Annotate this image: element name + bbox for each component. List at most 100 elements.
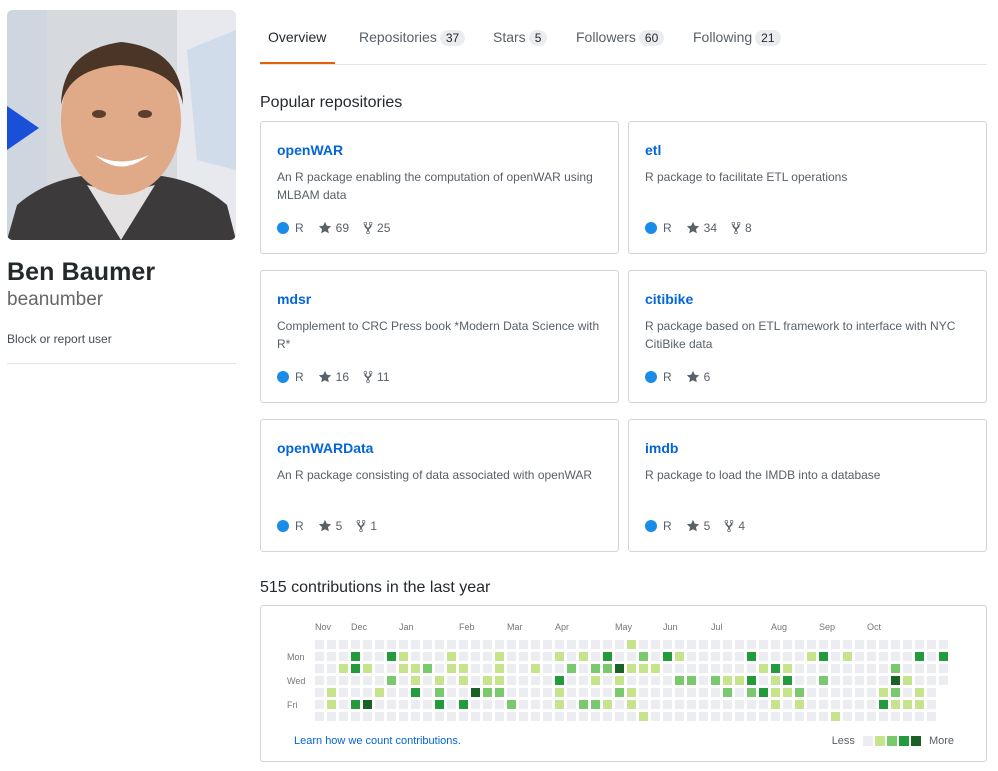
contribution-day[interactable]: [879, 652, 888, 661]
contribution-day[interactable]: [627, 640, 636, 649]
contribution-day[interactable]: [435, 688, 444, 697]
contribution-day[interactable]: [711, 700, 720, 709]
contribution-day[interactable]: [567, 652, 576, 661]
contribution-day[interactable]: [447, 664, 456, 673]
contribution-day[interactable]: [399, 712, 408, 721]
contribution-day[interactable]: [939, 640, 948, 649]
contribution-day[interactable]: [579, 664, 588, 673]
contribution-day[interactable]: [723, 688, 732, 697]
contribution-day[interactable]: [483, 676, 492, 685]
contribution-day[interactable]: [903, 676, 912, 685]
contribution-day[interactable]: [879, 664, 888, 673]
learn-contributions-link[interactable]: Learn how we count contributions.: [294, 735, 461, 747]
contribution-day[interactable]: [519, 688, 528, 697]
contribution-day[interactable]: [363, 664, 372, 673]
contribution-day[interactable]: [699, 700, 708, 709]
contribution-day[interactable]: [627, 688, 636, 697]
contribution-day[interactable]: [567, 700, 576, 709]
contribution-day[interactable]: [831, 712, 840, 721]
contribution-day[interactable]: [375, 640, 384, 649]
contribution-day[interactable]: [771, 688, 780, 697]
contribution-day[interactable]: [507, 700, 516, 709]
contribution-day[interactable]: [459, 676, 468, 685]
contribution-day[interactable]: [651, 664, 660, 673]
contribution-day[interactable]: [327, 664, 336, 673]
contribution-day[interactable]: [519, 712, 528, 721]
contribution-day[interactable]: [483, 652, 492, 661]
contribution-day[interactable]: [423, 712, 432, 721]
contribution-day[interactable]: [843, 652, 852, 661]
contribution-day[interactable]: [543, 652, 552, 661]
contribution-day[interactable]: [483, 700, 492, 709]
contribution-day[interactable]: [615, 640, 624, 649]
contribution-day[interactable]: [735, 640, 744, 649]
repo-stars-link[interactable]: 5: [318, 519, 342, 533]
contribution-day[interactable]: [795, 676, 804, 685]
contribution-day[interactable]: [543, 700, 552, 709]
contribution-day[interactable]: [711, 676, 720, 685]
contribution-day[interactable]: [735, 712, 744, 721]
contribution-day[interactable]: [927, 688, 936, 697]
contribution-day[interactable]: [723, 712, 732, 721]
contribution-day[interactable]: [579, 712, 588, 721]
contribution-day[interactable]: [903, 712, 912, 721]
contribution-day[interactable]: [315, 676, 324, 685]
contribution-day[interactable]: [603, 664, 612, 673]
contribution-day[interactable]: [819, 712, 828, 721]
tab-stars[interactable]: Stars 5: [493, 29, 548, 46]
contribution-day[interactable]: [495, 676, 504, 685]
contribution-day[interactable]: [459, 652, 468, 661]
contribution-day[interactable]: [699, 640, 708, 649]
contribution-day[interactable]: [531, 652, 540, 661]
contribution-day[interactable]: [783, 652, 792, 661]
contribution-day[interactable]: [915, 652, 924, 661]
contribution-day[interactable]: [591, 700, 600, 709]
contribution-day[interactable]: [771, 652, 780, 661]
contribution-day[interactable]: [723, 652, 732, 661]
contribution-day[interactable]: [363, 712, 372, 721]
contribution-day[interactable]: [567, 712, 576, 721]
contribution-day[interactable]: [843, 712, 852, 721]
contribution-day[interactable]: [315, 664, 324, 673]
contribution-day[interactable]: [627, 712, 636, 721]
contribution-day[interactable]: [891, 688, 900, 697]
contribution-day[interactable]: [363, 676, 372, 685]
contribution-day[interactable]: [591, 712, 600, 721]
contribution-day[interactable]: [447, 640, 456, 649]
contribution-day[interactable]: [663, 640, 672, 649]
contribution-day[interactable]: [675, 700, 684, 709]
contribution-day[interactable]: [363, 688, 372, 697]
contribution-day[interactable]: [411, 664, 420, 673]
contribution-day[interactable]: [795, 652, 804, 661]
contribution-day[interactable]: [651, 688, 660, 697]
contribution-day[interactable]: [711, 664, 720, 673]
contribution-day[interactable]: [495, 664, 504, 673]
contribution-day[interactable]: [819, 640, 828, 649]
contribution-day[interactable]: [819, 652, 828, 661]
repo-name-link[interactable]: etl: [645, 142, 662, 158]
contribution-day[interactable]: [447, 700, 456, 709]
contribution-day[interactable]: [867, 652, 876, 661]
contribution-day[interactable]: [819, 688, 828, 697]
contribution-day[interactable]: [351, 712, 360, 721]
repo-name-link[interactable]: citibike: [645, 291, 694, 307]
contribution-day[interactable]: [747, 676, 756, 685]
contribution-day[interactable]: [567, 676, 576, 685]
contribution-day[interactable]: [651, 652, 660, 661]
contribution-day[interactable]: [675, 676, 684, 685]
contribution-day[interactable]: [783, 712, 792, 721]
contribution-day[interactable]: [663, 700, 672, 709]
contribution-day[interactable]: [843, 700, 852, 709]
contribution-day[interactable]: [735, 688, 744, 697]
contribution-day[interactable]: [351, 676, 360, 685]
contribution-day[interactable]: [327, 676, 336, 685]
repo-name-link[interactable]: imdb: [645, 440, 679, 456]
contribution-day[interactable]: [387, 676, 396, 685]
contribution-day[interactable]: [435, 700, 444, 709]
contribution-day[interactable]: [687, 676, 696, 685]
contribution-day[interactable]: [927, 712, 936, 721]
contribution-day[interactable]: [579, 688, 588, 697]
contribution-day[interactable]: [351, 664, 360, 673]
contribution-day[interactable]: [327, 700, 336, 709]
contribution-day[interactable]: [435, 652, 444, 661]
